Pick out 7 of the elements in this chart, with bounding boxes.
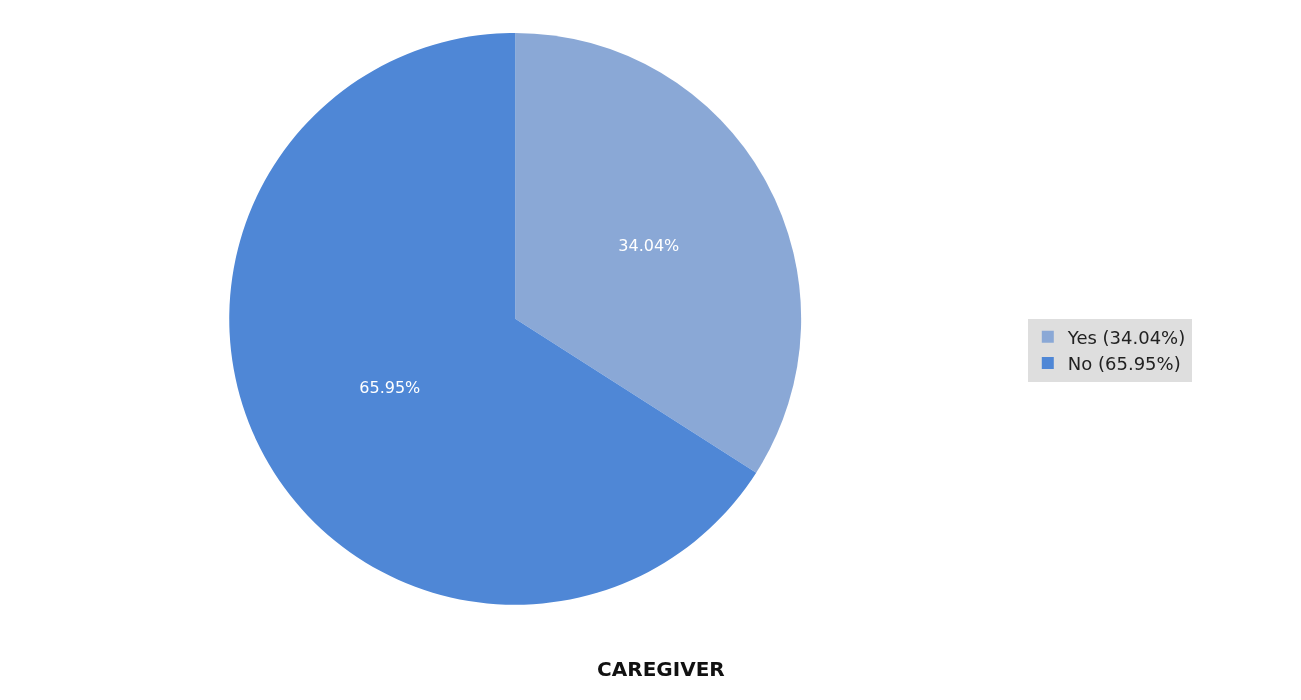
legend-label: Yes (34.04%)	[1066, 326, 1186, 348]
data-label: 34.04%	[618, 236, 680, 256]
pie-slice	[515, 32, 801, 473]
pie-slice	[229, 32, 757, 605]
text: CAREGIVER	[597, 656, 725, 681]
legend-label: No (65.95%)	[1067, 353, 1181, 375]
data-label: 65.95%	[359, 378, 421, 398]
